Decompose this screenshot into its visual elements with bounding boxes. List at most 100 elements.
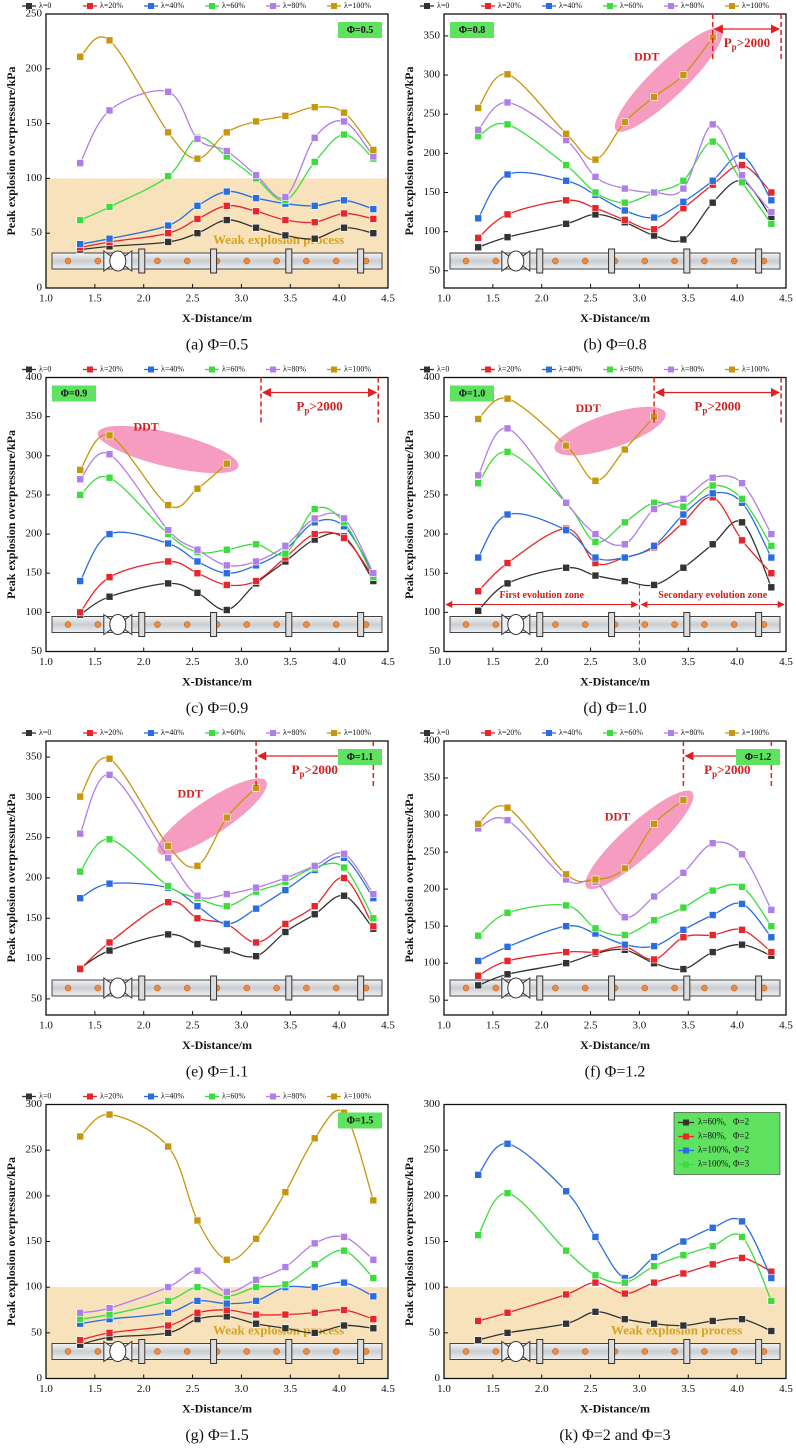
data-point [503,957,512,965]
pipe-dot [332,984,340,992]
pp-label-sub: p [702,406,707,416]
data-point [650,188,658,197]
pipe-dot [641,257,649,265]
pp-label-rest: >2000 [309,398,342,413]
series-line [477,164,772,239]
pipe-dot [492,1348,500,1355]
data-point [193,862,202,870]
legend-marker [668,3,674,9]
data-point [193,902,202,911]
series-line [79,133,374,221]
y-axis-label: Peak explosion overpressure/kPa [402,67,416,236]
data-point [281,1310,290,1319]
data-point [591,553,600,562]
data-point [679,510,688,519]
data-point [503,70,512,79]
data-point [252,938,260,947]
data-point [620,518,629,527]
data-point [650,892,658,901]
data-point [252,1234,260,1243]
legend-label: λ=80% [283,364,306,373]
legend-marker [607,366,613,373]
y-tick-label: 250 [26,831,43,843]
data-point [503,233,512,241]
data-point [164,1329,172,1337]
data-point [369,1324,378,1333]
legend-label: λ=60% [222,728,245,737]
data-point [369,1196,378,1205]
y-tick-label: 150 [26,912,43,924]
legend-marker [331,366,337,373]
data-point [679,926,688,934]
data-point [281,193,290,201]
data-point [193,545,202,554]
x-tick-label: 1.0 [437,1020,451,1032]
x-tick-label: 3.0 [633,1383,647,1395]
data-point [105,450,114,459]
data-point [369,152,378,161]
pipe-dot [94,984,102,992]
data-point [222,902,231,911]
data-point [164,1321,172,1330]
series-line [79,518,374,582]
flange [138,612,146,637]
data-point [76,475,84,484]
data-point [562,563,570,572]
data-point [252,557,260,566]
data-point [310,1283,319,1291]
legend-label: λ=80% [283,1091,306,1100]
y-tick-label: 250 [26,1144,43,1156]
legend-marker [729,3,735,9]
data-point [193,1297,202,1305]
data-point [679,965,688,973]
data-point [340,874,348,882]
pipe-dot [332,621,340,628]
data-point [503,559,512,567]
data-point [474,606,483,615]
data-point [591,210,600,219]
data-point [591,477,600,485]
data-point [591,924,600,933]
y-tick-label: 150 [424,1235,441,1247]
flange [536,248,544,274]
data-point [708,1224,717,1232]
legend-label: λ=20% [100,364,123,373]
data-point [105,835,114,844]
data-point [738,1315,746,1323]
data-point [281,542,290,550]
data-point [76,1308,84,1317]
x-tick-label: 4.5 [381,656,395,668]
x-tick-label: 3.0 [235,656,249,668]
data-point [369,569,378,578]
caption: (a) Φ=0.5 [186,337,248,354]
data-point [340,1233,348,1241]
y-tick-label: 200 [26,1189,43,1201]
data-point [310,134,319,142]
caption: (k) Φ=2 and Φ=3 [559,1427,670,1444]
pipe-dot [183,984,191,992]
y-tick-label: 300 [424,809,441,821]
data-point [767,208,776,216]
y-tick-label: 300 [26,791,43,803]
pipe-dot [671,984,678,992]
legend-label: λ=100% [344,728,371,737]
legend-marker [485,730,491,736]
legend-marker [26,1093,32,1100]
y-tick-label: 400 [26,371,43,383]
legend-marker [270,366,276,373]
data-point [620,540,629,549]
data-point [193,940,202,948]
pp-label-main: P [292,762,300,777]
data-point [76,577,84,585]
pipe-dot [273,621,280,628]
data-point [222,890,231,898]
x-tick-label: 3.0 [633,293,647,305]
data-point [767,530,776,538]
pipe-dot [492,257,500,265]
y-tick-label: 200 [424,1189,441,1201]
series-line [477,154,772,219]
pipe-dot [701,984,708,992]
data-point [562,870,570,879]
x-tick-label: 4.5 [779,293,793,305]
y-axis-label: Peak explosion overpressure/kPa [4,794,18,963]
